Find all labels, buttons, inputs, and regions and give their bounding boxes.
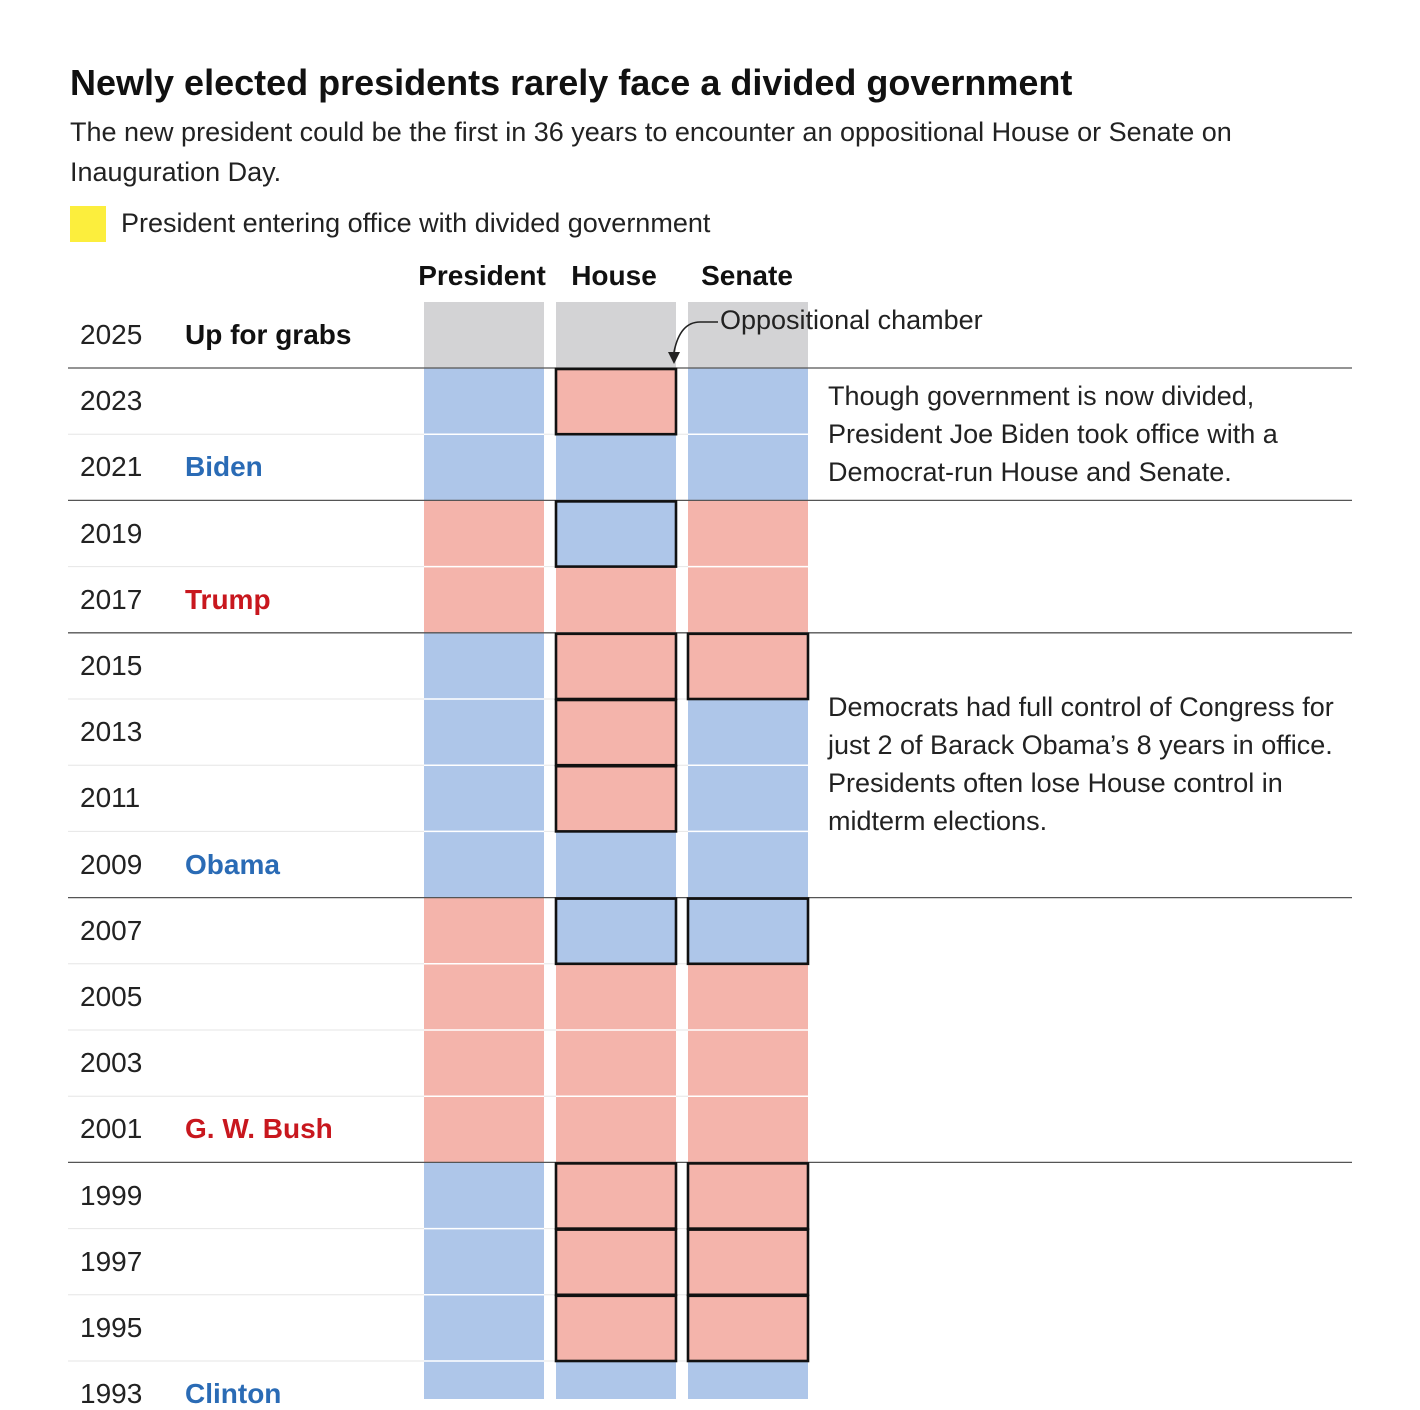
note-biden: Though government is now divided, Presid… <box>828 381 1278 487</box>
cell-1997-president <box>424 1228 544 1295</box>
cell-2005-house <box>556 963 676 1030</box>
callout-oppositional-chamber: Oppositional chamber <box>720 305 983 335</box>
cell-1995-senate <box>688 1294 808 1361</box>
cell-2009-house <box>556 831 676 898</box>
oppositional-house-2023 <box>554 367 678 436</box>
cell-2019-senate <box>688 500 808 567</box>
cell-1993-house <box>556 1361 676 1399</box>
cell-2001-president <box>424 1096 544 1163</box>
cell-2023-house <box>556 368 676 435</box>
cell-2003-house <box>556 1030 676 1097</box>
cell-2001-house <box>556 1096 676 1163</box>
cell-2013-senate <box>688 699 808 766</box>
oppositional-senate-2015 <box>686 632 810 701</box>
column-header-president: President <box>418 260 546 291</box>
cell-2009-president <box>424 831 544 898</box>
cell-2011-president <box>424 765 544 832</box>
legend-label: President entering office with divided g… <box>121 208 711 238</box>
year-label-1999: 1999 <box>80 1179 143 1211</box>
cell-1997-house <box>556 1228 676 1295</box>
cell-2015-president <box>424 632 544 699</box>
cell-2015-house <box>556 632 676 699</box>
legend-swatch <box>70 206 106 242</box>
cell-2023-president <box>424 368 544 435</box>
year-label-2003: 2003 <box>80 1047 143 1079</box>
cell-2007-house <box>556 897 676 964</box>
cell-2021-house <box>556 434 676 501</box>
year-label-2007: 2007 <box>80 914 143 946</box>
year-label-2023: 2023 <box>80 385 143 417</box>
chart-title: Newly elected presidents rarely face a d… <box>70 62 1073 103</box>
note-obama: Democrats had full control of Congress f… <box>828 692 1334 836</box>
cell-2017-house <box>556 566 676 633</box>
cell-2017-senate <box>688 566 808 633</box>
cell-1995-house <box>556 1294 676 1361</box>
cell-2017-president <box>424 566 544 633</box>
president-label-2025: Up for grabs <box>185 319 352 350</box>
year-label-2001: 2001 <box>80 1113 143 1145</box>
oppositional-senate-1995 <box>686 1294 810 1363</box>
year-label-2025: 2025 <box>80 319 143 350</box>
cell-2021-senate <box>688 434 808 501</box>
president-label-2001: G. W. Bush <box>185 1113 333 1145</box>
cell-1999-president <box>424 1162 544 1229</box>
cell-1995-president <box>424 1294 544 1361</box>
cell-2005-senate <box>688 963 808 1030</box>
oppositional-house-2007 <box>554 897 678 966</box>
cell-2013-president <box>424 699 544 766</box>
chart-subtitle: The new president could be the first in … <box>70 117 1232 187</box>
cell-2015-senate <box>688 632 808 699</box>
year-label-1995: 1995 <box>80 1311 143 1343</box>
column-header-senate: Senate <box>701 260 793 291</box>
oppositional-house-2019 <box>554 500 678 568</box>
cell-2007-senate <box>688 897 808 964</box>
cell-2019-house <box>556 500 676 567</box>
year-label-1993: 1993 <box>80 1378 143 1410</box>
cell-2011-house <box>556 765 676 832</box>
oppositional-house-2011 <box>554 764 678 833</box>
president-label-1993: Clinton <box>185 1378 282 1410</box>
cell-1999-senate <box>688 1162 808 1229</box>
cell-1993-senate <box>688 1361 808 1399</box>
year-label-2013: 2013 <box>80 716 143 748</box>
cell-2025-senate <box>688 302 808 368</box>
cell-2011-senate <box>688 765 808 832</box>
year-label-2011: 2011 <box>80 782 141 814</box>
cell-2007-president <box>424 897 544 964</box>
year-label-2005: 2005 <box>80 980 143 1012</box>
year-label-2015: 2015 <box>80 649 143 681</box>
oppositional-house-1995 <box>554 1294 678 1363</box>
president-label-2009: Obama <box>185 848 280 880</box>
cell-1999-house <box>556 1162 676 1229</box>
cell-2003-president <box>424 1030 544 1097</box>
year-label-2019: 2019 <box>80 517 143 549</box>
oppositional-senate-2007 <box>686 897 810 966</box>
cell-2003-senate <box>688 1030 808 1097</box>
cell-2023-senate <box>688 368 808 435</box>
cell-2009-senate <box>688 831 808 898</box>
president-label-2017: Trump <box>185 583 271 615</box>
cell-2001-senate <box>688 1096 808 1163</box>
year-label-2009: 2009 <box>80 848 143 880</box>
year-label-2021: 2021 <box>80 451 143 483</box>
cell-2025-president <box>424 302 544 368</box>
column-header-house: House <box>571 260 657 291</box>
cell-2019-president <box>424 500 544 567</box>
callout-arrow-line <box>673 321 718 353</box>
callout-arrow-head <box>668 352 680 364</box>
cell-2013-house <box>556 699 676 766</box>
president-label-2021: Biden <box>185 451 263 483</box>
cell-2021-president <box>424 434 544 501</box>
cell-1997-senate <box>688 1228 808 1295</box>
year-label-2017: 2017 <box>80 583 143 615</box>
cell-1993-president <box>424 1361 544 1399</box>
cell-2005-president <box>424 963 544 1030</box>
year-label-1997: 1997 <box>80 1245 143 1277</box>
cell-2025-house <box>556 302 676 368</box>
